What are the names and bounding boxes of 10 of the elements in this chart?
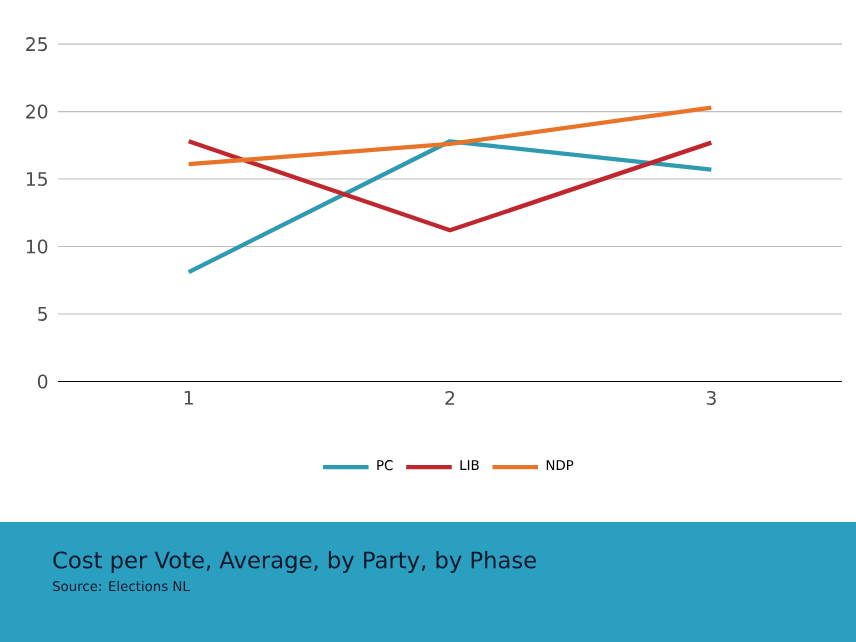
x-tick-label: 3 bbox=[706, 390, 716, 405]
y-tick-label: 5 bbox=[38, 307, 47, 321]
y-tick-label: 20 bbox=[26, 104, 48, 119]
y-tick-label: 15 bbox=[26, 172, 47, 186]
y-tick-label: 25 bbox=[26, 37, 47, 52]
x-tick-label: 1 bbox=[184, 390, 193, 405]
y-tick-label: 10 bbox=[26, 239, 48, 254]
x-tick-label: 2 bbox=[445, 390, 455, 405]
y-tick-label: 0 bbox=[37, 374, 48, 389]
text: Cost per Vote, Average, by Party, by Phase bbox=[53, 551, 536, 573]
